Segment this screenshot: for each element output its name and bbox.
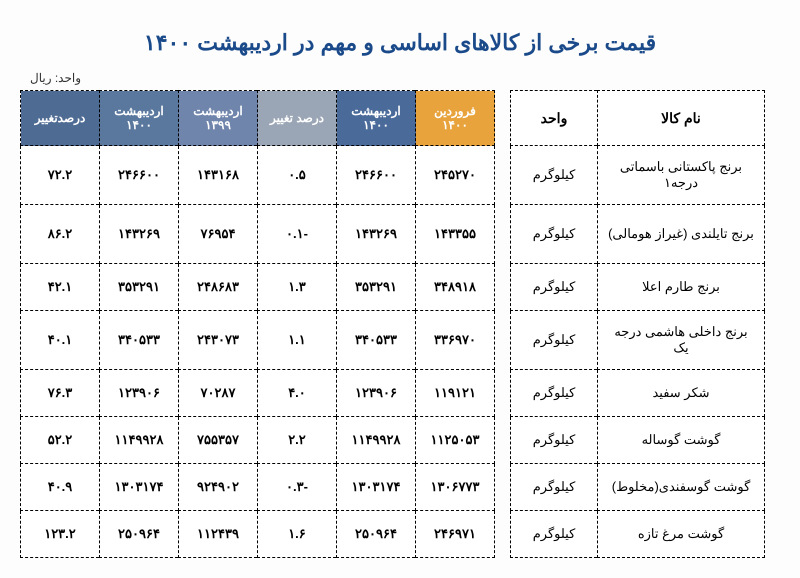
data-cell: ۱.۶ xyxy=(258,511,337,558)
data-cell: -۰.۳ xyxy=(258,464,337,511)
data-cell: ۱۳۰۳۱۷۴ xyxy=(337,464,416,511)
data-cell: ۳۴۰۵۳۳ xyxy=(337,311,416,370)
data-cell: ۷۵۵۳۵۷ xyxy=(179,417,258,464)
table-row: ۲۴۶۹۷۱۲۵۰۹۶۴۱.۶۱۱۲۴۳۹۲۵۰۹۶۴۱۲۳.۲ xyxy=(21,511,495,558)
data-cell: ۷۰۲۸۷ xyxy=(179,370,258,417)
data-cell: ۱۱۴۹۹۲۸ xyxy=(337,417,416,464)
data-cell: ۲۴۸۶۸۳ xyxy=(179,264,258,311)
data-cell: ۱۲۳۹۰۶ xyxy=(100,370,179,417)
goods-name-cell: برنج داخلی هاشمی درجه یک xyxy=(598,311,765,370)
data-col-header: اردیبهشت ۱۴۰۰ xyxy=(337,91,416,146)
data-cell: ۱۳۰۳۱۷۴ xyxy=(100,464,179,511)
data-col-header: درصدتغییر xyxy=(21,91,100,146)
goods-unit-cell: کیلوگرم xyxy=(511,464,598,511)
goods-unit-cell: کیلوگرم xyxy=(511,511,598,558)
goods-name-cell: گوشت گوساله xyxy=(598,417,765,464)
data-cell: ۵۲.۲ xyxy=(21,417,100,464)
data-cell: ۰.۵ xyxy=(258,146,337,205)
goods-unit-cell: کیلوگرم xyxy=(511,146,598,205)
data-cell: ۲۴۵۲۷۰ xyxy=(416,146,495,205)
data-cell: ۳۴۰۵۳۳ xyxy=(100,311,179,370)
data-col-header: اردیبهشت ۱۴۰۰ xyxy=(100,91,179,146)
table-row: ۱۴۳۳۵۵۱۴۳۲۶۹-۰.۱۷۶۹۵۴۱۴۳۲۶۹۸۶.۲ xyxy=(21,205,495,264)
table-row: ۱۳۰۶۷۷۳۱۳۰۳۱۷۴-۰.۳۹۲۴۹۰۲۱۳۰۳۱۷۴۴۰.۹ xyxy=(21,464,495,511)
data-cell: ۱۴۳۲۶۹ xyxy=(100,205,179,264)
data-cell: ۳۵۳۲۹۱ xyxy=(100,264,179,311)
table-row: ۳۳۶۹۷۰۳۴۰۵۳۳۱.۱۲۴۳۰۷۳۳۴۰۵۳۳۴۰.۱ xyxy=(21,311,495,370)
goods-name-cell: برنج پاکستانی باسماتی درجه۱ xyxy=(598,146,765,205)
table-row: ۳۴۸۹۱۸۳۵۳۲۹۱۱.۳۲۴۸۶۸۳۳۵۳۲۹۱۴۲.۱ xyxy=(21,264,495,311)
name-table: نام کالا واحد برنج پاکستانی باسماتی درجه… xyxy=(510,90,765,558)
data-cell: ۴۰.۱ xyxy=(21,311,100,370)
unit-label: واحد: ریال xyxy=(20,71,780,85)
tables-container: فروردین ۱۴۰۰اردیبهشت ۱۴۰۰درصد تغییراردیب… xyxy=(20,90,780,558)
page-title: قیمت برخی از کالاهای اساسی و مهم در اردی… xyxy=(20,30,780,56)
data-cell: ۱۱۲۴۳۹ xyxy=(179,511,258,558)
goods-unit-cell: کیلوگرم xyxy=(511,264,598,311)
data-cell: ۱۱۹۱۲۱ xyxy=(416,370,495,417)
data-cell: ۲.۲ xyxy=(258,417,337,464)
goods-unit-cell: کیلوگرم xyxy=(511,370,598,417)
data-cell: ۴.۰ xyxy=(258,370,337,417)
data-cell: ۷۲.۲ xyxy=(21,146,100,205)
goods-name-cell: برنج تایلندی (غیراز هومالی) xyxy=(598,205,765,264)
data-cell: ۳۳۶۹۷۰ xyxy=(416,311,495,370)
goods-unit-cell: کیلوگرم xyxy=(511,205,598,264)
data-cell: ۷۶.۳ xyxy=(21,370,100,417)
data-cell: ۲۵۰۹۶۴ xyxy=(100,511,179,558)
table-row: برنج داخلی هاشمی درجه یککیلوگرم xyxy=(511,311,765,370)
data-cell: ۴۲.۱ xyxy=(21,264,100,311)
goods-name-cell: برنج طارم اعلا xyxy=(598,264,765,311)
data-cell: ۱۴۳۱۶۸ xyxy=(179,146,258,205)
data-cell: ۱۴۳۳۵۵ xyxy=(416,205,495,264)
data-cell: ۱۱۴۹۹۲۸ xyxy=(100,417,179,464)
data-cell: ۱۲۳.۲ xyxy=(21,511,100,558)
table-row: گوشت مرغ تازهکیلوگرم xyxy=(511,511,765,558)
data-cell: ۱۳۰۶۷۷۳ xyxy=(416,464,495,511)
data-cell: ۱۱۲۵۰۵۳ xyxy=(416,417,495,464)
data-cell: ۱۲۳۹۰۶ xyxy=(337,370,416,417)
table-row: برنج تایلندی (غیراز هومالی)کیلوگرم xyxy=(511,205,765,264)
table-row: گوشت گوسفندی(مخلوط)کیلوگرم xyxy=(511,464,765,511)
data-table: فروردین ۱۴۰۰اردیبهشت ۱۴۰۰درصد تغییراردیب… xyxy=(20,90,495,558)
data-col-header: اردیبهشت ۱۳۹۹ xyxy=(179,91,258,146)
data-cell: ۱۴۳۲۶۹ xyxy=(337,205,416,264)
data-cell: -۰.۱ xyxy=(258,205,337,264)
data-cell: ۲۵۰۹۶۴ xyxy=(337,511,416,558)
col-unit-header: واحد xyxy=(511,91,598,146)
data-col-header: درصد تغییر xyxy=(258,91,337,146)
data-cell: ۹۲۴۹۰۲ xyxy=(179,464,258,511)
col-name-header: نام کالا xyxy=(598,91,765,146)
data-col-header: فروردین ۱۴۰۰ xyxy=(416,91,495,146)
table-row: ۲۴۵۲۷۰۲۴۶۶۰۰۰.۵۱۴۳۱۶۸۲۴۶۶۰۰۷۲.۲ xyxy=(21,146,495,205)
data-cell: ۸۶.۲ xyxy=(21,205,100,264)
goods-unit-cell: کیلوگرم xyxy=(511,311,598,370)
data-cell: ۳۵۳۲۹۱ xyxy=(337,264,416,311)
table-row: برنج طارم اعلاکیلوگرم xyxy=(511,264,765,311)
table-row: برنج پاکستانی باسماتی درجه۱کیلوگرم xyxy=(511,146,765,205)
goods-name-cell: شکر سفید xyxy=(598,370,765,417)
table-row: ۱۱۹۱۲۱۱۲۳۹۰۶۴.۰۷۰۲۸۷۱۲۳۹۰۶۷۶.۳ xyxy=(21,370,495,417)
goods-name-cell: گوشت مرغ تازه xyxy=(598,511,765,558)
data-cell: ۲۴۶۹۷۱ xyxy=(416,511,495,558)
data-cell: ۱.۱ xyxy=(258,311,337,370)
table-row: گوشت گوسالهکیلوگرم xyxy=(511,417,765,464)
data-cell: ۲۴۶۶۰۰ xyxy=(100,146,179,205)
data-cell: ۷۶۹۵۴ xyxy=(179,205,258,264)
data-cell: ۴۰.۹ xyxy=(21,464,100,511)
goods-name-cell: گوشت گوسفندی(مخلوط) xyxy=(598,464,765,511)
table-row: شکر سفیدکیلوگرم xyxy=(511,370,765,417)
data-cell: ۲۴۳۰۷۳ xyxy=(179,311,258,370)
table-row: ۱۱۲۵۰۵۳۱۱۴۹۹۲۸۲.۲۷۵۵۳۵۷۱۱۴۹۹۲۸۵۲.۲ xyxy=(21,417,495,464)
data-cell: ۲۴۶۶۰۰ xyxy=(337,146,416,205)
data-cell: ۱.۳ xyxy=(258,264,337,311)
data-cell: ۳۴۸۹۱۸ xyxy=(416,264,495,311)
goods-unit-cell: کیلوگرم xyxy=(511,417,598,464)
